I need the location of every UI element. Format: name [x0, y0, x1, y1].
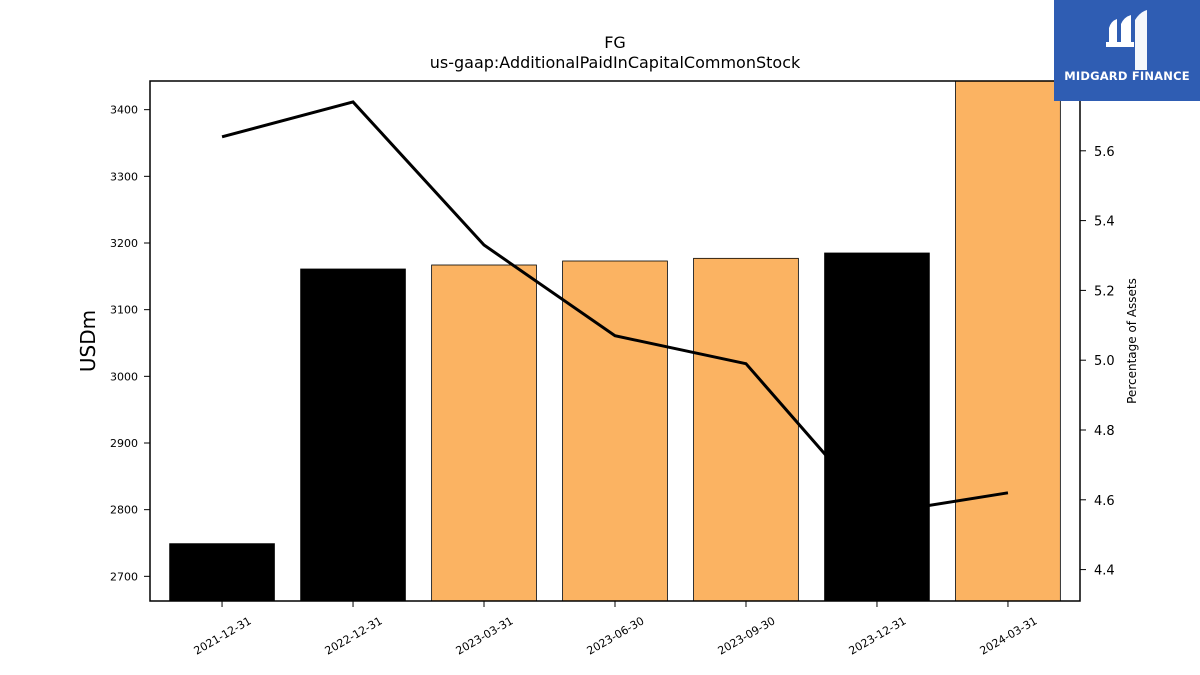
x-tick-label: 2021-12-31 [192, 614, 254, 657]
y-axis-label: USDm [76, 310, 100, 372]
chart-title: FG [604, 33, 626, 52]
x-tick-label: 2023-09-30 [716, 614, 778, 657]
bar-2024-03-31 [955, 80, 1061, 602]
y-tick-label: 3200 [110, 237, 138, 250]
y-axis-right: 4.4 4.6 4.8 5.0 5.2 5.4 5.6 [1080, 145, 1115, 579]
x-axis: 2021-12-31 2022-12-31 2023-03-31 2023-06-30… [192, 601, 1040, 658]
y-tick-label: 3100 [110, 304, 138, 317]
x-tick-label: 2022-12-31 [323, 614, 385, 657]
y2-tick-label: 5.2 [1094, 284, 1115, 299]
x-tick-label: 2023-06-30 [585, 614, 647, 657]
y-tick-label: 2900 [110, 437, 138, 450]
y-tick-label: 3000 [110, 370, 138, 383]
x-tick-label: 2023-12-31 [847, 614, 909, 657]
bar-2023-09-30 [693, 257, 799, 602]
x-tick-label: 2023-03-31 [454, 614, 516, 657]
y-tick-label: 2800 [110, 504, 138, 517]
y-tick-label: 3400 [110, 104, 138, 117]
y2-tick-label: 4.6 [1094, 494, 1115, 509]
y2-tick-label: 4.4 [1094, 564, 1115, 579]
y-tick-label: 3300 [110, 170, 138, 183]
brand-logo: MIDGARD FINANCE [1054, 0, 1200, 101]
bar-2022-12-31 [300, 268, 406, 602]
y-axis-left: 2700 2800 2900 3000 3100 3200 3300 3400 [110, 104, 150, 583]
bar-2023-12-31 [824, 252, 930, 602]
percentage-line [221, 100, 1009, 516]
bar-2023-06-30 [562, 260, 668, 602]
y-tick-label: 2700 [110, 570, 138, 583]
brand-name: MIDGARD FINANCE [1064, 69, 1190, 83]
y2-tick-label: 5.6 [1094, 145, 1115, 160]
y2-tick-label: 5.0 [1094, 354, 1115, 369]
bar-2021-12-31 [169, 543, 275, 602]
midgard-logo-icon [1106, 10, 1147, 70]
y2-tick-label: 5.4 [1094, 215, 1115, 230]
bar-2023-03-31 [431, 264, 537, 602]
y2-axis-label: Percentage of Assets [1125, 278, 1139, 404]
y2-tick-label: 4.8 [1094, 424, 1115, 439]
x-tick-label: 2024-03-31 [978, 614, 1040, 657]
chart-subtitle: us-gaap:AdditionalPaidInCapitalCommonSto… [430, 53, 801, 72]
bars-group [169, 80, 1061, 602]
line-group [221, 100, 1009, 516]
